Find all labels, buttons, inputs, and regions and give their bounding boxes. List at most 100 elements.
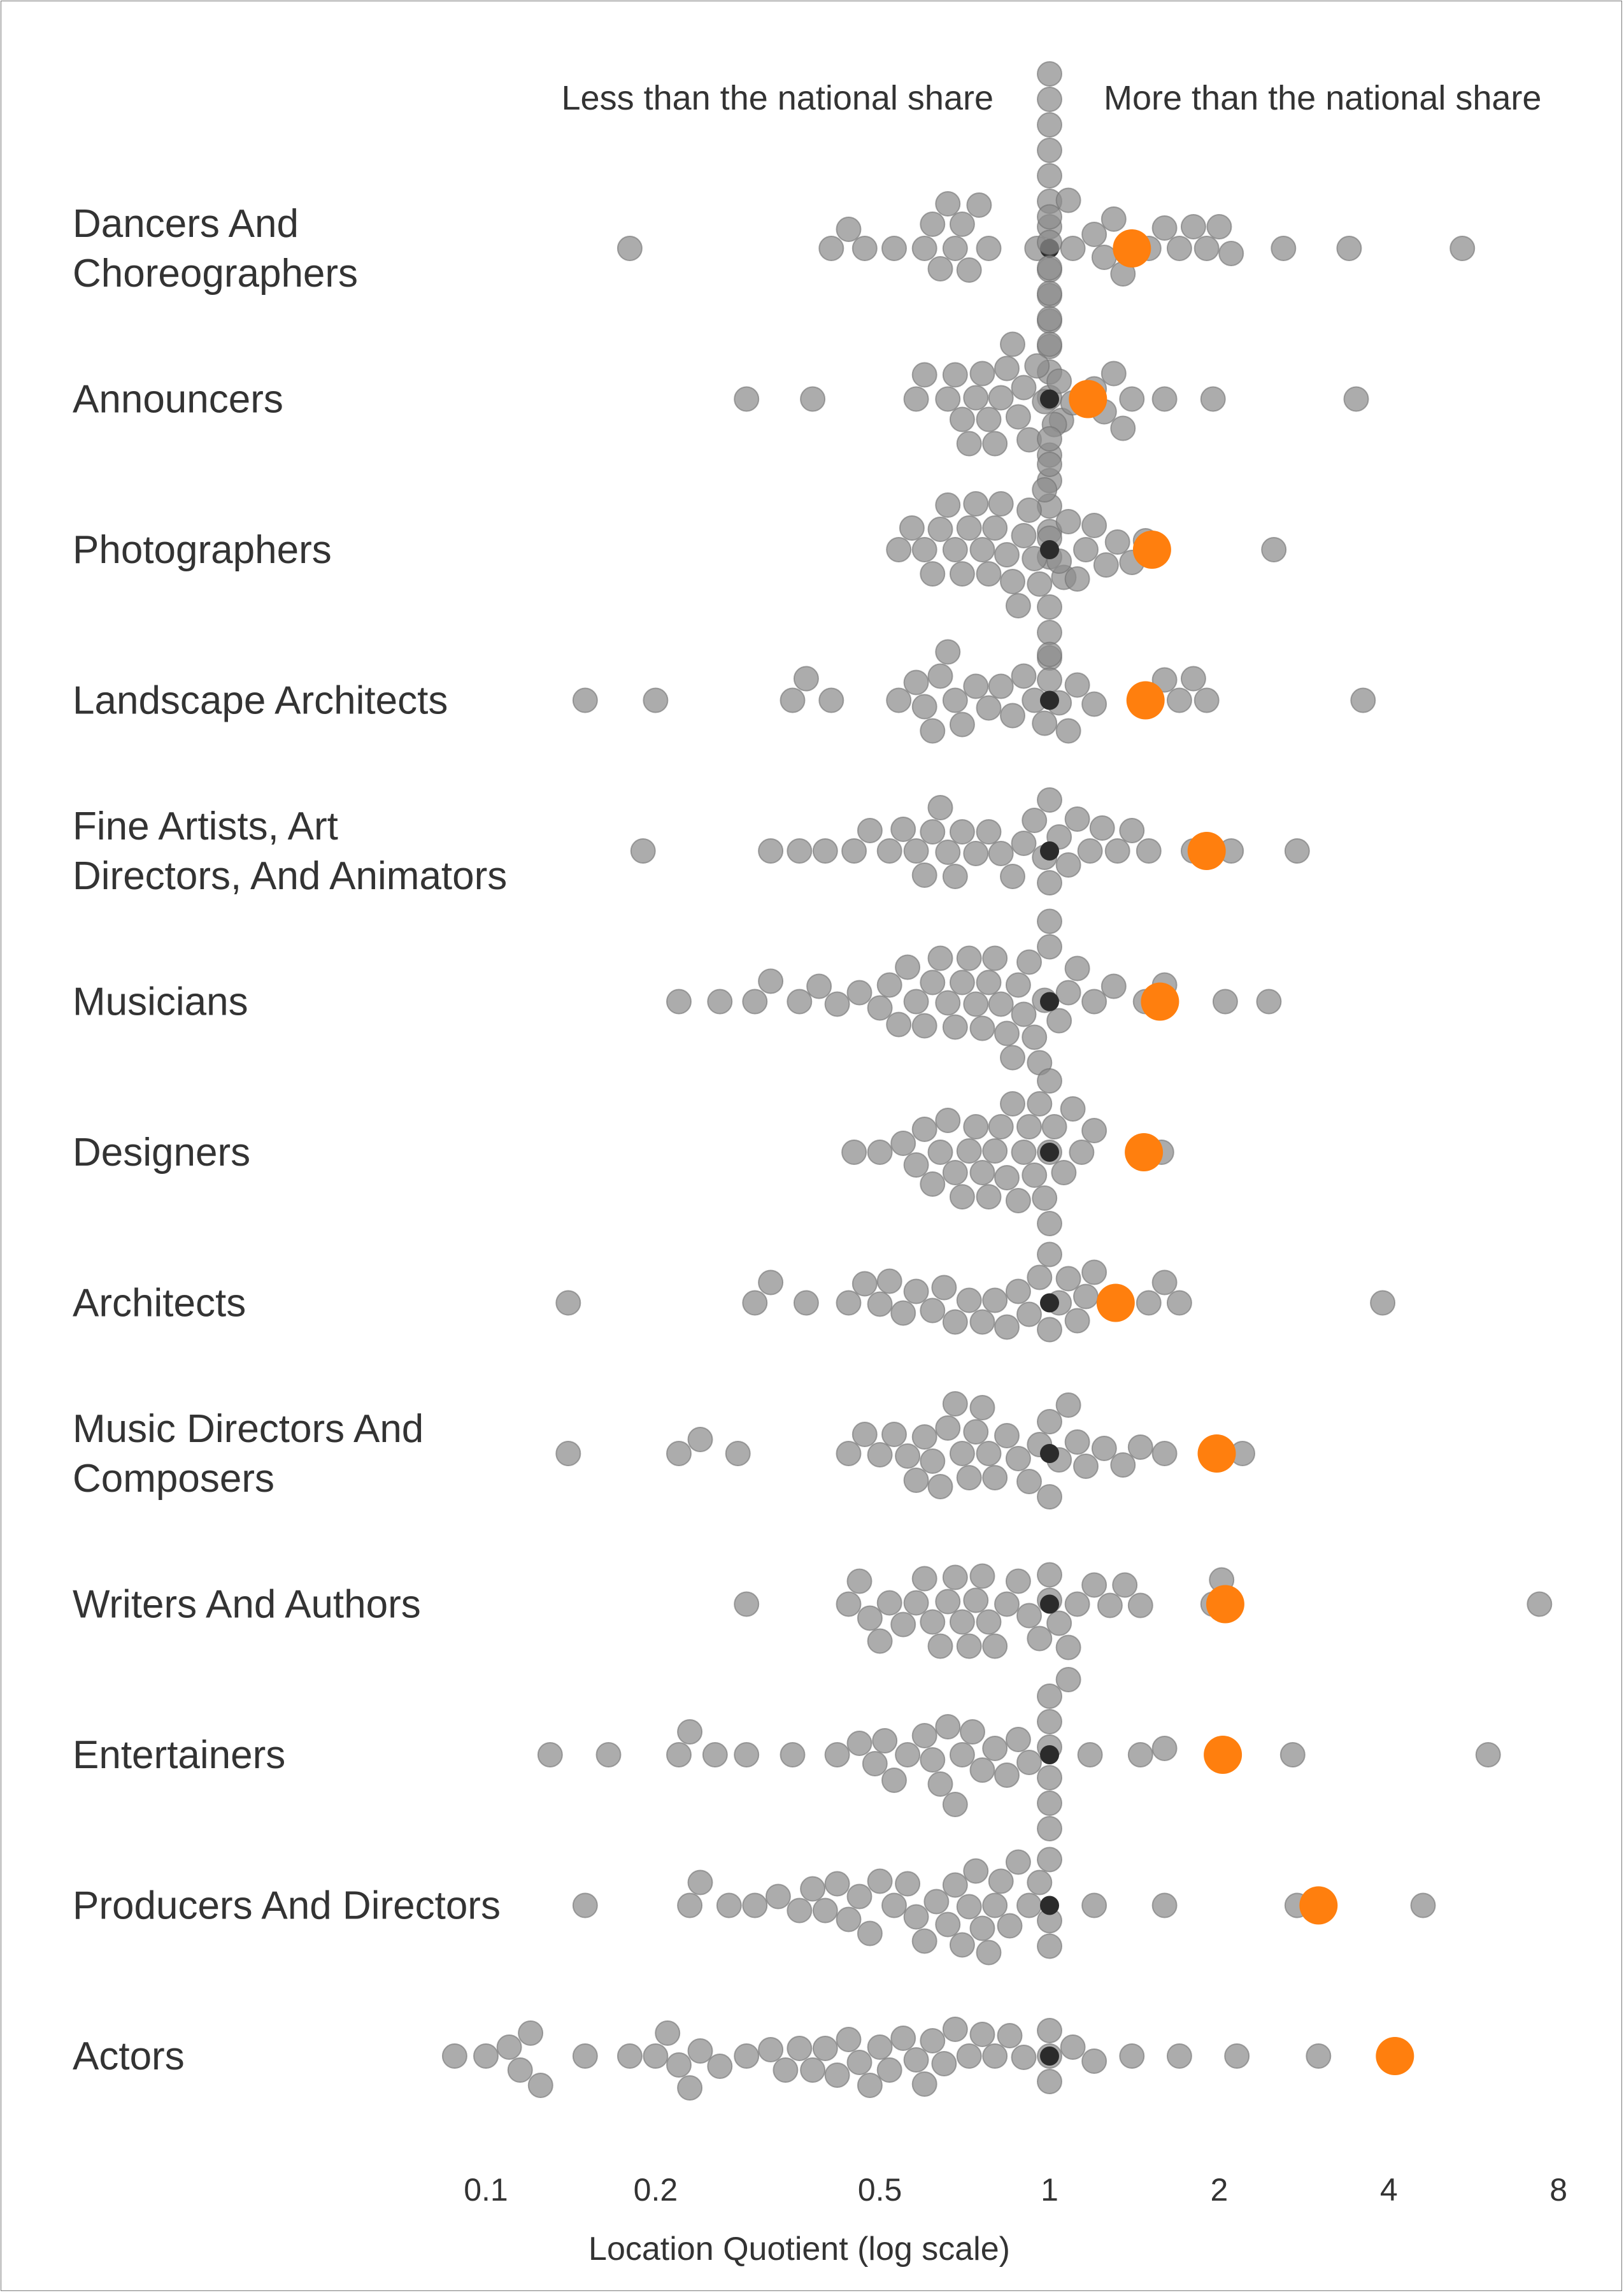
data-point	[734, 1591, 760, 1617]
category-label: Announcers	[73, 378, 283, 422]
category-row: Architects	[73, 1241, 1396, 1343]
data-point	[969, 1160, 995, 1185]
data-point	[1064, 806, 1090, 832]
data-point	[1279, 1742, 1306, 1768]
data-point	[920, 561, 946, 587]
data-point	[1119, 818, 1145, 843]
national-reference-point	[1040, 1293, 1059, 1313]
data-point	[920, 718, 946, 744]
data-point	[935, 990, 961, 1016]
data-point	[931, 1275, 957, 1301]
data-point	[1055, 1634, 1081, 1661]
data-point	[956, 431, 982, 457]
data-point	[927, 1139, 953, 1165]
data-point	[1077, 838, 1103, 864]
data-point	[935, 639, 961, 665]
data-point	[1166, 687, 1192, 713]
data-point	[920, 1448, 946, 1474]
data-point	[903, 989, 929, 1015]
data-point	[836, 2027, 862, 2052]
national-reference-point	[1040, 841, 1059, 861]
data-point	[920, 1747, 946, 1773]
data-point	[890, 1611, 916, 1638]
data-point	[846, 1731, 873, 1756]
data-point	[927, 1771, 953, 1797]
data-point	[1166, 236, 1192, 261]
category-row: Announcers	[73, 187, 1369, 590]
data-point	[1046, 1610, 1072, 1636]
data-point	[911, 862, 937, 888]
data-point	[903, 2047, 929, 2073]
category-row: Music Directors And Composers	[73, 1391, 1255, 1510]
data-point	[473, 2043, 499, 2069]
data-point	[1166, 2043, 1192, 2069]
category-label: Music Directors And	[73, 1407, 424, 1451]
data-point	[881, 236, 907, 261]
data-point	[1005, 1568, 1031, 1594]
data-point	[1055, 187, 1081, 213]
highlight-point	[1197, 1434, 1236, 1473]
data-point	[1136, 1290, 1162, 1316]
data-point	[935, 191, 961, 217]
data-point	[851, 236, 878, 261]
data-point	[942, 1309, 968, 1335]
data-point	[876, 1268, 902, 1294]
data-point	[441, 2043, 467, 2069]
data-point	[836, 1591, 862, 1617]
data-point	[976, 969, 1002, 996]
category-row: Designers	[73, 1068, 1174, 1236]
data-point	[1119, 2043, 1145, 2069]
x-tick-label: 1	[1041, 2172, 1058, 2208]
data-point	[1037, 594, 1062, 620]
data-point	[742, 1290, 768, 1316]
data-point	[742, 1892, 768, 1918]
data-point	[851, 1422, 878, 1447]
x-tick-label: 0.5	[858, 2172, 902, 2208]
highlight-point	[1132, 531, 1171, 569]
data-point	[867, 1139, 893, 1165]
data-point	[1037, 138, 1062, 163]
data-point	[976, 819, 1002, 845]
data-point	[903, 1278, 929, 1304]
data-point	[1037, 1211, 1062, 1236]
data-point	[812, 2036, 838, 2061]
data-point	[949, 211, 975, 237]
data-point	[1005, 593, 1031, 618]
data-point	[886, 687, 912, 713]
data-point	[982, 431, 1008, 457]
data-point	[969, 1309, 995, 1335]
data-point	[935, 1108, 961, 1133]
data-point	[1037, 908, 1062, 934]
data-point	[1256, 989, 1282, 1015]
data-point	[982, 1465, 1008, 1490]
data-point	[800, 386, 826, 412]
data-point	[1224, 2043, 1250, 2069]
data-point	[1037, 1709, 1062, 1734]
data-point	[935, 1415, 961, 1441]
data-point	[886, 1011, 912, 1038]
data-point	[1037, 1790, 1062, 1816]
data-point	[956, 1633, 982, 1659]
data-point	[1011, 663, 1037, 689]
data-point	[895, 954, 921, 980]
data-point	[1005, 1278, 1031, 1304]
data-point	[666, 989, 692, 1015]
data-point	[963, 1858, 989, 1884]
data-point	[1073, 1283, 1099, 1310]
data-point	[758, 1269, 784, 1296]
data-point	[857, 1920, 883, 1947]
data-point	[1097, 1592, 1123, 1618]
category-row: Landscape Architects	[73, 639, 1376, 744]
data-point	[976, 1609, 1002, 1635]
data-point	[935, 1589, 961, 1615]
data-point	[824, 2062, 850, 2088]
data-point	[949, 1184, 975, 1210]
data-point	[876, 838, 902, 864]
data-point	[1032, 1185, 1058, 1211]
category-rows: Dancers And Choreographers Announcers Photo…	[73, 61, 1553, 2101]
data-point	[899, 515, 925, 541]
category-row: Entertainers	[73, 1667, 1501, 1841]
data-point	[920, 2028, 946, 2054]
data-point	[988, 385, 1014, 411]
